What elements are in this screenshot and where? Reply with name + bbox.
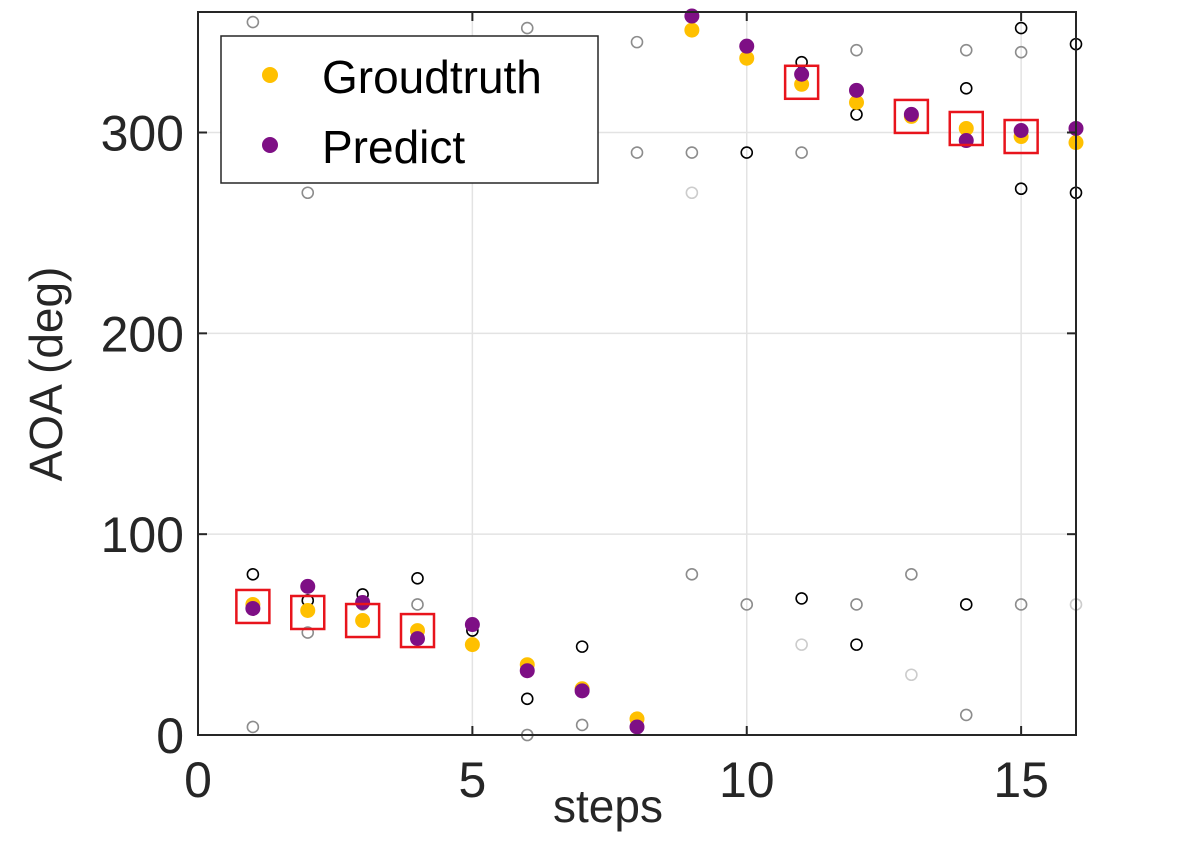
highlight-boxes [235,64,1039,649]
gray-candidate-point-12 [685,568,699,581]
highlight-box-5 [893,98,930,135]
legend-marker-groundtruth [262,67,278,83]
gray-candidate-point-0 [246,15,260,29]
legend-label-groundtruth: Groudtruth [322,51,542,103]
groundtruth-point-1 [300,602,316,618]
groundtruth-point-8 [684,22,700,38]
x-tick-label-0: 0 [184,752,212,808]
legend-marker-predict [262,137,278,153]
gray-candidate-point-9 [630,35,644,49]
predict-point-7 [629,719,645,735]
y-tick-label-0: 0 [156,708,184,764]
predict-point-1 [300,578,316,594]
predict-point-0 [245,600,261,616]
gray-candidate-point-21 [1014,598,1028,611]
x-axis-label: steps [553,780,663,832]
predict-point-2 [355,594,371,610]
black-candidate-point-18 [1014,21,1028,35]
black-candidate-point-0 [246,568,260,581]
gray-candidate-point-19 [959,708,973,722]
gray-candidate-point-17 [905,568,918,581]
predict-point-14 [1013,122,1029,138]
black-candidate-point-12 [795,592,808,605]
x-tick-label-3: 15 [993,752,1049,808]
gray-candidate-point-10 [630,146,644,159]
groundtruth-point-11 [849,94,864,110]
gray-candidate-point-16 [850,598,863,611]
black-candidate-point-10 [740,146,754,159]
light-candidate-point-2 [795,638,808,651]
predict-points [245,8,1084,735]
highlight-box-4 [783,64,820,101]
gray-candidate-point-2 [301,186,315,200]
y-tick-label-2: 200 [101,306,184,362]
y-tick-labels: 0 100 200 300 [101,106,184,765]
highlight-box-3 [399,612,436,649]
legend-label-predict: Predict [322,121,465,173]
gray-candidate-point-1 [246,720,260,734]
predict-point-9 [739,38,755,54]
gray-candidate-points [246,15,1028,742]
black-candidate-point-19 [1014,182,1028,196]
gray-candidate-point-18 [959,43,973,57]
black-candidate-point-17 [959,598,973,611]
highlight-box-1 [290,594,326,631]
predict-point-3 [410,631,425,647]
highlight-box-7 [1003,118,1039,155]
predict-point-6 [574,683,590,699]
y-tick-label-1: 100 [101,507,184,563]
black-candidate-point-6 [575,640,589,653]
gray-candidate-point-20 [1014,45,1028,59]
groundtruth-point-9 [739,50,755,66]
y-axis-label: AOA (deg) [20,267,72,482]
gray-candidate-point-6 [520,21,534,35]
predict-point-8 [684,8,700,24]
light-candidate-point-3 [905,668,918,682]
gray-candidate-point-13 [740,598,754,611]
plot-frame [197,11,1077,736]
predict-point-5 [519,663,535,679]
highlight-box-0 [235,588,271,625]
light-candidate-point-1 [685,186,699,200]
x-tick-label-1: 5 [458,752,486,808]
gray-candidate-point-8 [575,718,589,732]
legend: Groudtruth Predict [220,35,599,184]
predict-point-10 [794,66,810,82]
axis-ticks [197,12,1076,736]
gray-candidate-point-3 [301,626,315,639]
predict-point-4 [464,617,480,633]
gray-candidate-point-11 [685,146,699,159]
legend-box [220,35,599,184]
groundtruth-point-4 [464,637,480,653]
predict-point-12 [903,106,919,122]
y-tick-label-3: 300 [101,106,184,162]
predict-point-11 [849,82,864,98]
gray-candidate-point-15 [850,43,863,57]
black-candidate-point-5 [520,692,534,706]
gray-candidate-point-14 [795,146,808,159]
x-tick-labels: 0 5 10 15 [184,752,1049,808]
gray-candidate-point-5 [411,598,424,611]
black-candidate-point-14 [850,638,863,651]
x-tick-label-2: 10 [719,752,775,808]
black-candidate-point-16 [959,82,973,95]
black-candidate-point-3 [411,572,424,585]
groundtruth-point-13 [958,120,974,136]
groundtruth-point-2 [355,613,371,629]
highlight-box-2 [344,602,381,639]
highlight-box-6 [948,110,984,147]
